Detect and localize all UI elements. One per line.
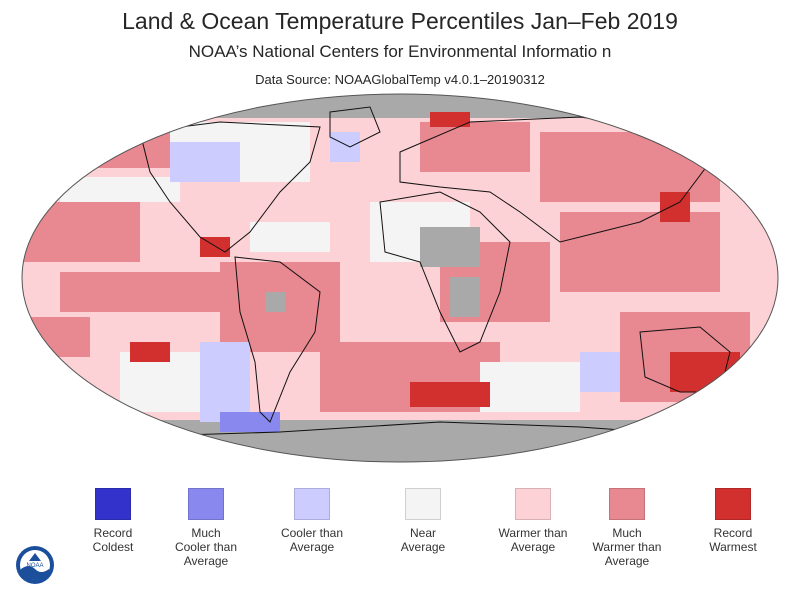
region-europe [420,122,530,172]
region-mid-atlantic [250,222,330,252]
record-barents [430,112,470,127]
legend-label-line: Average [183,554,229,568]
record-australia-east [670,352,740,392]
legend-swatch [715,488,751,520]
region-asia [540,132,720,202]
record-japan [660,192,690,222]
record-south-atlantic [410,382,490,407]
outline-africa [379,191,511,353]
legend-label-line: Average [400,540,446,554]
legend-swatch [609,488,645,520]
arctic-missing [22,94,778,118]
missing-africa-south [450,277,480,317]
legend-swatch [294,488,330,520]
region-india-ocean [560,212,720,292]
outline-north-america [139,121,321,253]
legend-label-line: Cooler than [280,526,344,540]
legend-label: Warmer than Average [483,526,583,554]
legend-item: Near Average [373,488,473,554]
legend-label-line: Average [510,540,556,554]
region-south-indian-cool [580,352,620,392]
region-greenland-cool [330,132,360,162]
region-southeast-pacific-cool [200,342,250,422]
legend-item: Much Cooler than Average [156,488,256,568]
missing-central-africa [420,227,480,267]
legend-swatch [188,488,224,520]
legend-label-line: Average [604,554,650,568]
record-south-pacific [130,342,170,362]
legend-label-line: Coldest [92,540,134,554]
map-subtitle: NOAA’s National Centers for Environmenta… [188,42,612,61]
legend-swatch [95,488,131,520]
outline-south-america [234,256,321,423]
region-antarctic-edge-cool [220,412,280,432]
legend-item: Much Warmer than Average [577,488,677,568]
legend-label-line: Record [713,526,753,540]
legend-label-line: Average [289,540,335,554]
legend-item: Warmer than Average [483,488,583,554]
region-south-indian [480,362,580,412]
missing-amazon [265,292,285,312]
region-pacific-north [22,202,140,262]
legend-swatch [515,488,551,520]
region-east-pacific [22,317,90,357]
legend-label: Much Cooler than Average [156,526,256,568]
legend-label-line: Much [612,526,642,540]
legend-item: Record Warmest [683,488,783,554]
data-source: Data Source: NOAAGlobalTemp v4.0.1–20190… [255,72,545,87]
globe-border [21,93,779,463]
legend-swatch [405,488,441,520]
region-canada-cool [170,142,240,182]
legend-label-line: Much [191,526,221,540]
map-title: Land & Ocean Temperature Percentiles Jan… [122,8,678,34]
legend-label-line: Warmer than [498,526,568,540]
legend-label: Record Coldest [63,526,163,554]
legend-label-line: Near [409,526,436,540]
legend-label-line: Cooler than [174,540,238,554]
logo-text: NOAA [26,563,43,569]
legend-item: Cooler than Average [262,488,362,554]
temperature-percentile-map [21,93,779,463]
legend-label: Much Warmer than Average [577,526,677,568]
noaa-logo-icon: NOAA [16,546,54,584]
legend-item: Record Coldest [63,488,163,554]
legend-label-line: Warmest [709,540,757,554]
antarctic-missing [22,420,778,462]
legend-label: Record Warmest [683,526,783,554]
region-north-pacific-near [60,177,180,202]
legend-label-line: Record [93,526,133,540]
legend-label: Cooler than Average [262,526,362,554]
legend-label-line: Warmer than [592,540,662,554]
outline-greenland [329,106,381,148]
legend-label: Near Average [373,526,473,554]
